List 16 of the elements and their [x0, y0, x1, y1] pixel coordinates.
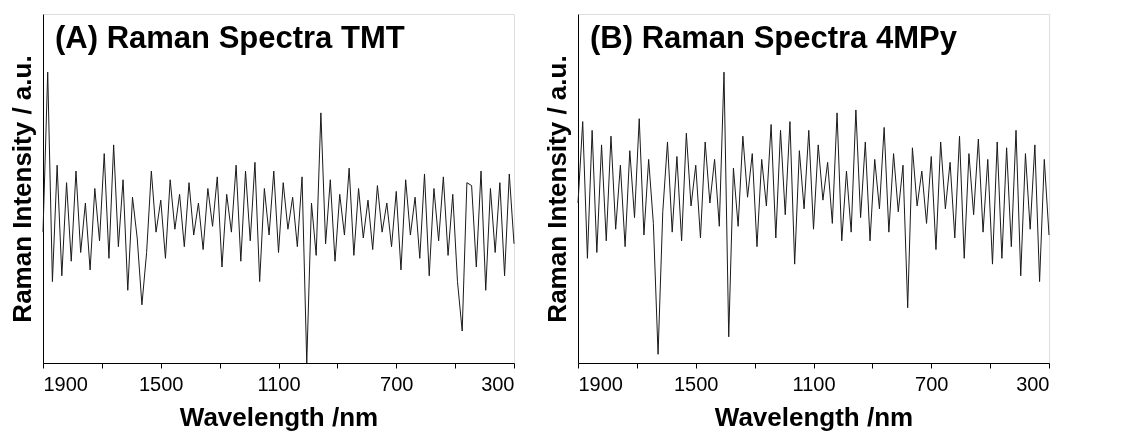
x-tick-label: 300 — [1016, 372, 1050, 395]
chart-title: (A) Raman Spectra TMT — [55, 20, 405, 55]
x-tick-label: 1500 — [674, 372, 719, 395]
x-tick-label: 1900 — [43, 372, 88, 395]
x-axis-title: Wavelength /nm — [179, 401, 379, 432]
x-tick-label: 700 — [380, 372, 414, 395]
x-axis-title: Wavelength /nm — [714, 401, 914, 432]
y-axis-title: Raman Intensity / a.u. — [6, 55, 37, 323]
x-tick-label: 1100 — [792, 372, 836, 395]
x-tick-label: 1100 — [257, 372, 301, 395]
x-tick-label: 300 — [481, 372, 515, 395]
y-axis-title: Raman Intensity / a.u. — [541, 55, 572, 323]
x-tick-label: 700 — [915, 372, 949, 395]
x-tick-label: 1900 — [578, 372, 623, 395]
chart-title: (B) Raman Spectra 4MPy — [590, 20, 958, 55]
x-tick-label: 1500 — [139, 372, 184, 395]
